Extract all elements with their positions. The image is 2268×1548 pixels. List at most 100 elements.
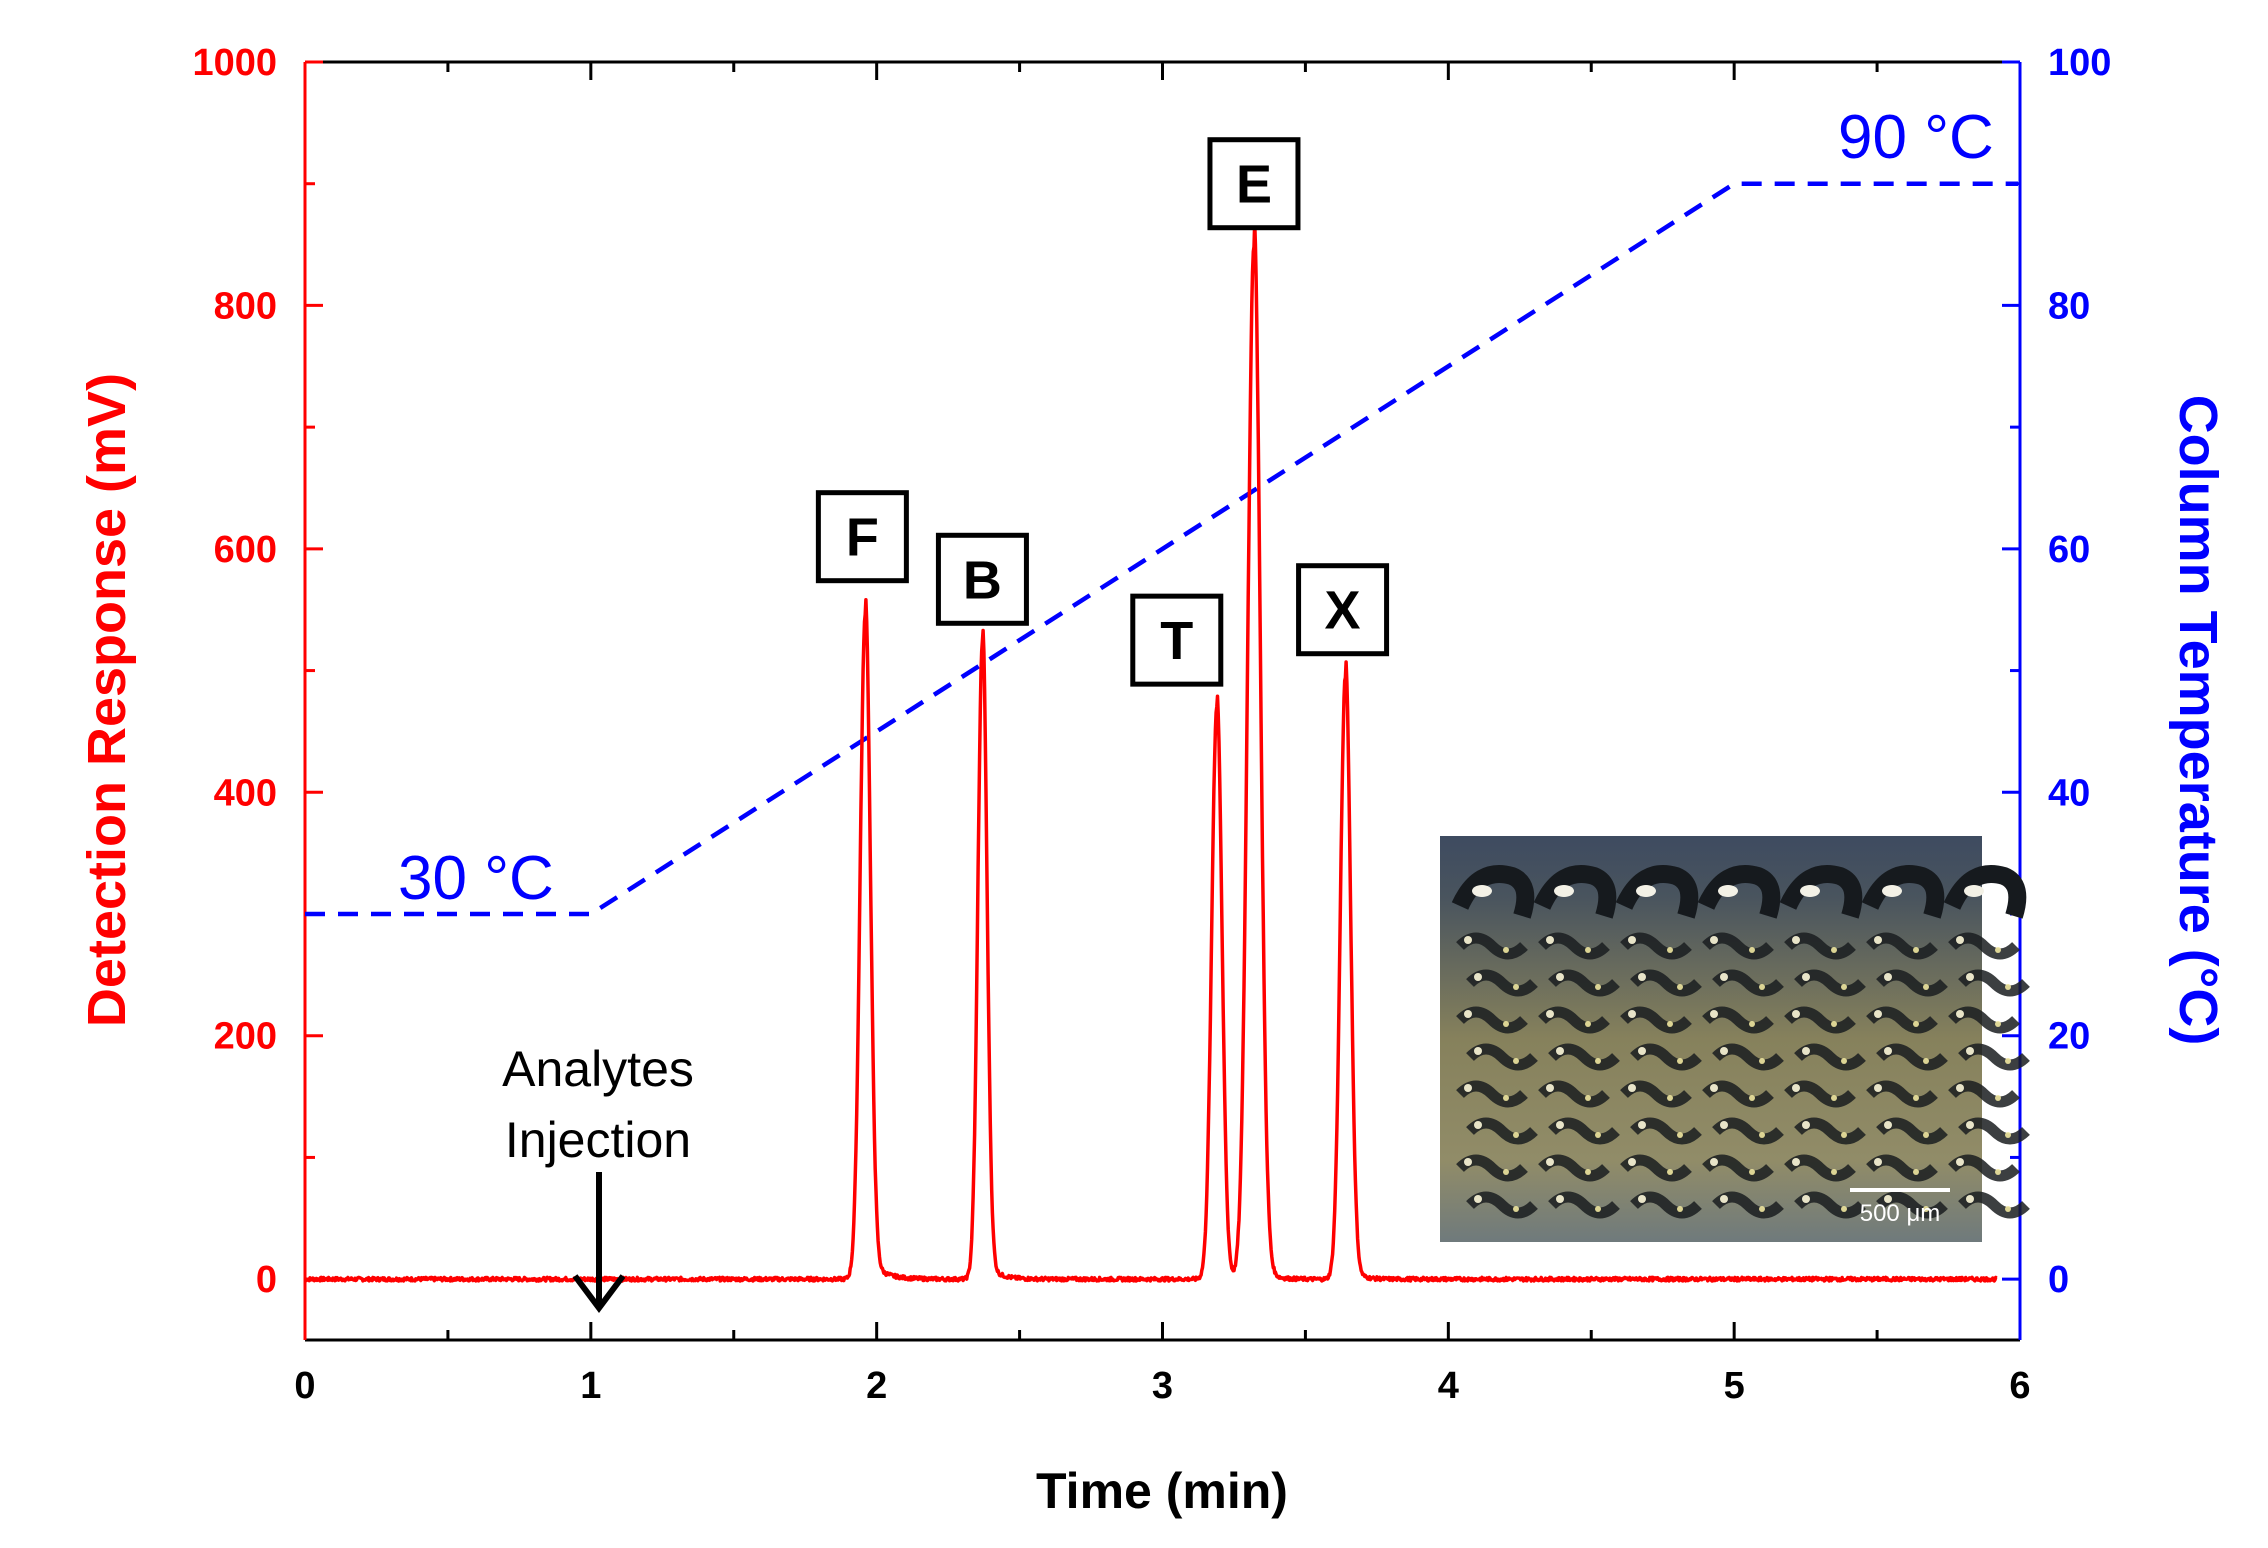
pillar-dot — [1628, 1010, 1636, 1018]
pillar-cap — [1861, 865, 1945, 919]
scale-bar-label: 500 μm — [1860, 1200, 1941, 1227]
pillar-dot — [1513, 1132, 1519, 1138]
temp-start-label: 30 °C — [398, 844, 554, 913]
pillar-dot — [1546, 1084, 1554, 1092]
pillar-dot — [1792, 936, 1800, 944]
peak-label-F: F — [815, 490, 909, 584]
pillar-dot — [1759, 1206, 1765, 1212]
left-tick-label: 400 — [214, 772, 277, 814]
injection-arrow-icon — [572, 1172, 626, 1313]
pillar-dot — [1923, 1132, 1929, 1138]
x-axis-ticks: 0 1 2 3 4 5 6 — [294, 62, 2031, 1407]
micropillar-pattern — [1451, 865, 2030, 1219]
pillar-dot — [1923, 1206, 1929, 1212]
pillar-dot — [1595, 1058, 1601, 1064]
pillar-dot — [2005, 984, 2011, 990]
pillar-dot — [1841, 984, 1847, 990]
right-tick-label: 100 — [2048, 42, 2111, 84]
x-tick-label: 3 — [1152, 1365, 1173, 1407]
pillar-dot — [1556, 1121, 1564, 1129]
pillar-cap — [1943, 865, 2027, 919]
pillar-highlight — [1554, 885, 1574, 897]
peak-label-box — [935, 532, 1029, 626]
pillar-dot — [1720, 973, 1728, 981]
pillar-dot — [1720, 1121, 1728, 1129]
pillar-dot — [1464, 1010, 1472, 1018]
peak-label-B: B — [935, 532, 1029, 626]
pillar-dot — [1595, 1206, 1601, 1212]
peak-labels: F B T E X — [815, 137, 1390, 687]
peak-label-box — [1296, 563, 1390, 657]
pillar-dot — [1802, 1047, 1810, 1055]
pillar-highlight — [1964, 885, 1984, 897]
pillar-dot — [1464, 936, 1472, 944]
pillar-dot — [1677, 1206, 1683, 1212]
pillar-dot — [1884, 973, 1892, 981]
right-axis-ticks: 0 20 40 60 80 100 — [2002, 42, 2111, 1301]
pillar-dot — [1677, 984, 1683, 990]
peak-label-text: T — [1160, 611, 1193, 671]
pillar-highlight — [1718, 885, 1738, 897]
pillar-dot — [1956, 1084, 1964, 1092]
left-tick-label: 200 — [214, 1016, 277, 1058]
pillar-dot — [1503, 1169, 1509, 1175]
response-series-line — [305, 220, 1998, 1283]
pillar-cap — [1533, 865, 1617, 919]
pillar-highlight — [1800, 885, 1820, 897]
pillar-dot — [1966, 1121, 1974, 1129]
right-tick-label: 0 — [2048, 1259, 2069, 1301]
x-tick-label: 5 — [1724, 1365, 1745, 1407]
pillar-dot — [1802, 973, 1810, 981]
pillar-dot — [1841, 1058, 1847, 1064]
pillar-dot — [1513, 1206, 1519, 1212]
pillar-dot — [1749, 1021, 1755, 1027]
pillar-dot — [1667, 1021, 1673, 1027]
x-axis-title: Time (min) — [1036, 1463, 1288, 1519]
peak-label-T: T — [1130, 593, 1224, 687]
x-tick-label: 2 — [866, 1365, 887, 1407]
pillar-dot — [1585, 1169, 1591, 1175]
pillar-dot — [1638, 1047, 1646, 1055]
pillar-dot — [1831, 1095, 1837, 1101]
right-tick-label: 80 — [2048, 285, 2090, 327]
right-tick-label: 40 — [2048, 772, 2090, 814]
pillar-dot — [1503, 947, 1509, 953]
pillar-dot — [1841, 1206, 1847, 1212]
pillar-dot — [1749, 1169, 1755, 1175]
pillar-highlight — [1636, 885, 1656, 897]
pillar-dot — [1831, 947, 1837, 953]
pillar-dot — [1667, 1095, 1673, 1101]
temp-end-label: 90 °C — [1838, 103, 1994, 172]
pillar-dot — [1913, 1095, 1919, 1101]
pillar-dot — [1923, 984, 1929, 990]
pillar-dot — [1792, 1158, 1800, 1166]
pillar-dot — [1841, 1132, 1847, 1138]
injection-label-line2: Injection — [505, 1112, 691, 1168]
pillar-dot — [1913, 947, 1919, 953]
pillar-dot — [1874, 1010, 1882, 1018]
pillar-dot — [1995, 1169, 2001, 1175]
pillar-dot — [2005, 1206, 2011, 1212]
peak-label-text: F — [846, 508, 879, 568]
x-tick-label: 1 — [580, 1365, 601, 1407]
pillar-dot — [1638, 973, 1646, 981]
pillar-dot — [1556, 1047, 1564, 1055]
left-tick-label: 0 — [256, 1259, 277, 1301]
pillar-cap — [1615, 865, 1699, 919]
pillar-dot — [1474, 1195, 1482, 1203]
pillar-dot — [1628, 936, 1636, 944]
x-tick-label: 6 — [2009, 1365, 2030, 1407]
pillar-dot — [1792, 1084, 1800, 1092]
pillar-dot — [1710, 1084, 1718, 1092]
pillar-dot — [1585, 1095, 1591, 1101]
peak-label-box — [1207, 137, 1301, 231]
pillar-dot — [1874, 1158, 1882, 1166]
pillar-dot — [1464, 1084, 1472, 1092]
pillar-dot — [1667, 947, 1673, 953]
pillar-dot — [1710, 936, 1718, 944]
pillar-dot — [1913, 1021, 1919, 1027]
pillar-dot — [2005, 1132, 2011, 1138]
pillar-dot — [1595, 1132, 1601, 1138]
pillar-dot — [1874, 936, 1882, 944]
pillar-dot — [1503, 1095, 1509, 1101]
